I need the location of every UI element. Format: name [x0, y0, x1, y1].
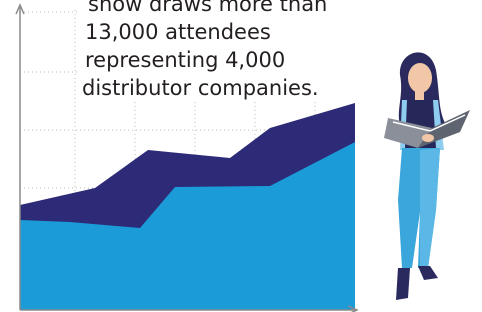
woman-figure	[384, 52, 470, 300]
text-line: show draws more than	[88, 0, 327, 16]
text-line: 13,000 attendees	[85, 20, 271, 44]
text-line: representing 4,000	[85, 48, 285, 72]
infographic: show draws more than 13,000 attendees re…	[0, 0, 482, 312]
text-line: distributor companies.	[82, 76, 319, 100]
page: show draws more than 13,000 attendees re…	[0, 0, 482, 312]
